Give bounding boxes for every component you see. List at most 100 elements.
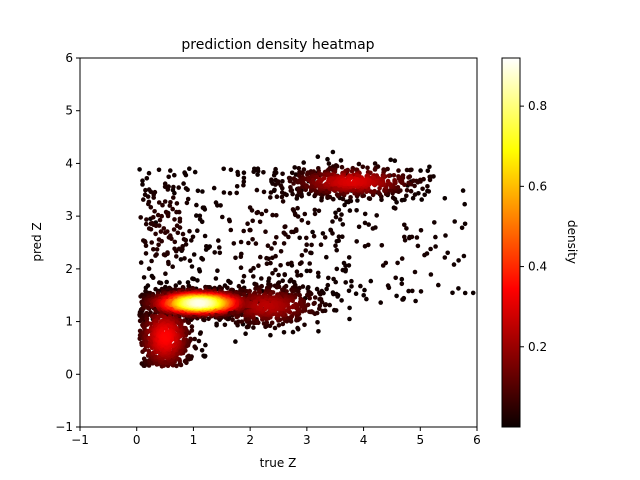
scatter-point	[404, 193, 409, 199]
scatter-point	[359, 179, 364, 185]
scatter-point	[194, 213, 199, 218]
x-axis-label: true Z	[260, 456, 297, 470]
scatter-point	[251, 265, 256, 271]
scatter-point	[337, 217, 343, 222]
scatter-point	[251, 274, 256, 279]
scatter-point	[324, 286, 329, 292]
scatter-point	[315, 154, 321, 159]
scatter-point	[333, 243, 338, 248]
scatter-point	[255, 168, 261, 174]
scatter-point	[390, 195, 396, 200]
scatter-point	[141, 197, 146, 202]
scatter-point	[404, 167, 410, 173]
scatter-point	[281, 241, 287, 246]
scatter-point	[327, 302, 333, 308]
scatter-point	[319, 172, 324, 177]
scatter-point	[394, 293, 399, 299]
scatter-point	[171, 227, 177, 232]
scatter-point	[275, 179, 281, 184]
scatter-point	[385, 283, 391, 288]
scatter-point	[325, 282, 331, 288]
scatter-point	[419, 197, 425, 202]
scatter-point	[432, 220, 437, 225]
scatter-point	[148, 227, 154, 232]
scatter-point	[294, 269, 300, 275]
scatter-point	[183, 172, 189, 178]
scatter-point	[362, 211, 368, 217]
scatter-point	[418, 289, 424, 294]
scatter-point	[308, 250, 313, 256]
scatter-point	[240, 279, 246, 284]
scatter-point	[451, 262, 457, 267]
scatter-point	[349, 168, 355, 174]
y-tick-label: 6	[65, 51, 73, 65]
scatter-point	[265, 243, 271, 248]
scatter-point	[143, 239, 148, 245]
scatter-point	[274, 213, 279, 218]
scatter-point	[159, 238, 164, 244]
scatter-point	[383, 260, 389, 266]
scatter-point	[261, 170, 266, 175]
scatter-point	[189, 324, 195, 329]
scatter-point	[199, 348, 205, 353]
scatter-point	[153, 231, 158, 237]
scatter-point	[362, 220, 368, 226]
scatter-point	[196, 300, 201, 306]
scatter-point	[316, 329, 321, 334]
scatter-point	[251, 325, 256, 330]
scatter-point	[365, 165, 370, 171]
scatter-point	[289, 229, 294, 235]
scatter-point	[156, 223, 162, 228]
scatter-point	[197, 213, 203, 219]
scatter-point	[203, 342, 208, 348]
scatter-point	[278, 249, 284, 254]
scatter-point	[318, 242, 324, 247]
scatter-point	[349, 284, 354, 289]
scatter-point	[272, 240, 278, 246]
scatter-point	[178, 257, 184, 262]
colorbar-tick-label: 0.6	[528, 179, 547, 193]
scatter-point	[164, 279, 169, 285]
scatter-point	[255, 172, 260, 177]
scatter-point	[146, 201, 151, 207]
scatter-point	[273, 166, 278, 172]
scatter-point	[398, 179, 403, 184]
scatter-point	[173, 283, 179, 288]
scatter-point	[395, 185, 401, 190]
scatter-point	[414, 235, 420, 240]
scatter-point	[331, 276, 336, 282]
scatter-point	[276, 272, 281, 278]
scatter-point	[158, 229, 164, 234]
scatter-point	[200, 189, 205, 194]
scatter-point	[221, 166, 226, 172]
scatter-point	[206, 245, 211, 251]
scatter-point	[180, 244, 185, 249]
scatter-point	[443, 233, 448, 238]
scatter-point	[326, 172, 332, 178]
scatter-point	[161, 226, 167, 231]
scatter-point	[140, 317, 145, 322]
x-tick-label: 5	[416, 433, 424, 447]
scatter-point	[212, 250, 217, 255]
scatter-point	[354, 208, 359, 213]
scatter-point	[230, 317, 235, 323]
scatter-point	[186, 283, 192, 289]
scatter-point	[333, 210, 338, 216]
colorbar-tick-label: 0.2	[528, 340, 547, 354]
scatter-point	[185, 354, 190, 360]
scatter-point	[251, 169, 256, 174]
scatter-point	[241, 228, 246, 234]
scatter-point	[456, 286, 461, 291]
scatter-point	[144, 217, 149, 222]
scatter-point	[461, 253, 467, 259]
scatter-point	[155, 212, 161, 218]
scatter-point	[269, 246, 274, 251]
y-tick-label: 5	[65, 104, 73, 118]
scatter-point	[217, 250, 223, 256]
scatter-point	[185, 280, 191, 285]
scatter-point	[290, 329, 296, 335]
scatter-point	[456, 258, 461, 263]
scatter-point	[250, 218, 255, 224]
scatter-point	[289, 170, 295, 176]
scatter-point	[462, 290, 468, 296]
